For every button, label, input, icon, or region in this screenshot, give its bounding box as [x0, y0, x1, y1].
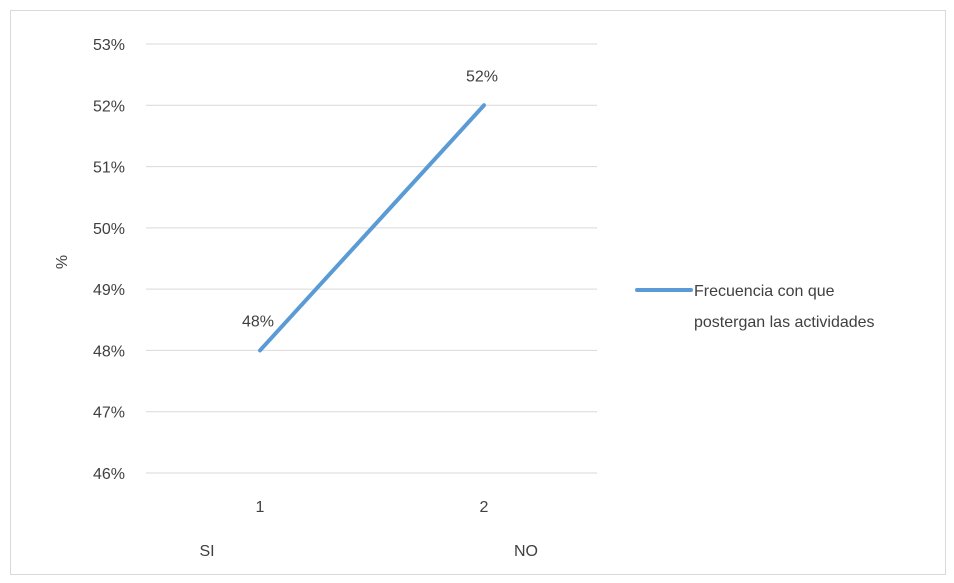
category-labels: SI NO	[199, 543, 538, 560]
y-tick-label: 50%	[93, 221, 125, 238]
data-label: 48%	[242, 313, 274, 330]
y-tick-label: 53%	[93, 37, 125, 54]
y-tick-label: 49%	[93, 282, 125, 299]
y-tick-label: 47%	[93, 405, 125, 422]
legend-label-line-2: postergan las actividades	[694, 314, 875, 331]
y-axis-title: %	[54, 255, 71, 269]
gridlines	[146, 43, 597, 474]
category-label: NO	[514, 543, 538, 560]
data-label: 52%	[466, 68, 498, 85]
legend-label-line-1: Frecuencia con que	[694, 283, 835, 300]
y-tick-label: 48%	[93, 343, 125, 360]
series-layer	[258, 103, 486, 353]
y-axis-ticks: 46% 47% 48% 49% 50% 51% 52% 53%	[93, 37, 125, 483]
y-tick-label: 46%	[93, 466, 125, 483]
y-tick-label: 51%	[93, 160, 125, 177]
category-label: SI	[199, 543, 214, 560]
series-line	[258, 103, 486, 353]
data-labels: 48% 52%	[242, 68, 498, 330]
chart-frame	[10, 10, 946, 575]
legend: Frecuencia con que postergan las activid…	[635, 283, 875, 331]
y-tick-label: 52%	[93, 98, 125, 115]
x-tick-label: 1	[256, 499, 265, 516]
x-tick-label: 2	[480, 499, 489, 516]
